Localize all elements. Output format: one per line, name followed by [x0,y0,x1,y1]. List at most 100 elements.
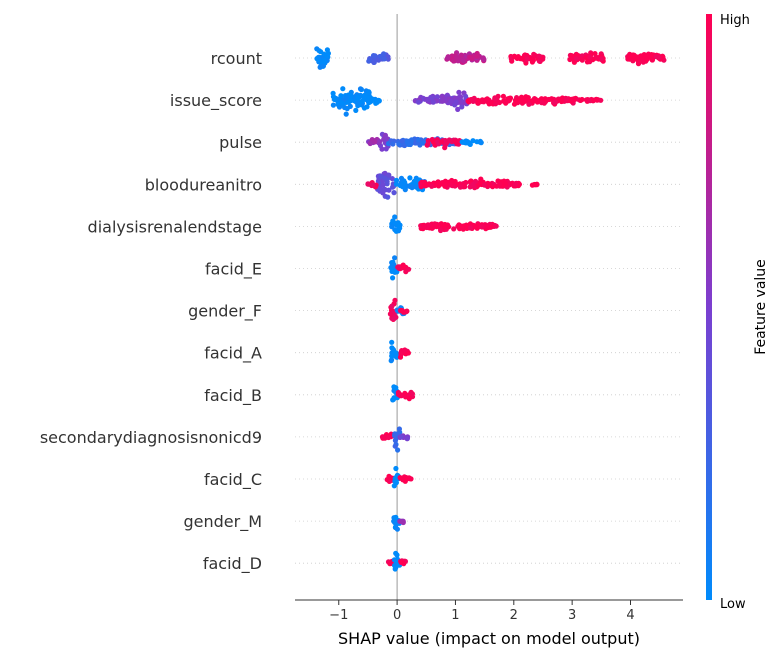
data-point [534,99,541,105]
data-point [339,100,345,106]
data-point [522,98,528,104]
data-point [391,315,397,322]
data-point [482,182,488,188]
data-point [457,94,464,100]
data-point [385,56,391,62]
data-point [568,56,575,62]
data-point [470,138,476,144]
data-point [524,56,530,62]
colorbar-low-label: Low [720,597,746,612]
data-point [459,223,465,229]
data-point [458,52,464,58]
data-point [523,94,529,100]
data-point [587,54,593,60]
data-point [563,96,570,102]
data-point [398,434,404,440]
data-point [390,396,397,402]
data-point [640,59,646,65]
feature-label: issue_score [170,91,262,111]
x-tick-label: 4 [626,608,634,623]
data-point [425,141,431,147]
data-point [432,221,438,227]
data-point [380,182,386,188]
data-point [393,228,399,234]
data-point [314,46,320,52]
data-point [456,89,462,95]
data-point [579,57,585,63]
data-point [331,96,337,102]
data-point [392,297,398,303]
data-point [364,104,370,110]
data-point [398,175,405,181]
data-point [479,224,485,230]
data-point [404,139,410,145]
data-point [315,54,322,61]
data-point [531,51,537,57]
data-point [475,97,481,103]
data-point [502,98,508,104]
feature-label: gender_M [183,512,262,532]
data-point [403,475,409,481]
data-point [506,97,512,103]
data-point [408,184,414,190]
data-point [325,50,331,57]
data-point [466,141,472,147]
x-tick-label: −1 [329,608,348,623]
data-point [369,96,375,102]
data-point [638,53,644,59]
x-ticks: −1 0 1 2 3 4 [329,600,635,623]
data-point [392,433,398,439]
data-point [385,434,392,441]
data-point [478,140,484,146]
data-point [488,224,494,230]
data-point [511,101,518,107]
data-point [519,55,525,62]
data-point [393,385,399,391]
data-point [395,391,402,397]
data-point [390,141,396,147]
x-tick-label: 2 [510,608,518,623]
data-point [330,90,336,96]
data-point [425,222,431,228]
data-point [460,139,466,145]
data-point [475,182,481,188]
data-point [529,182,536,188]
data-point [514,97,520,103]
data-point [496,99,503,106]
data-point [404,435,410,442]
data-point [443,222,449,228]
data-point [389,339,395,345]
data-point [392,214,398,220]
data-point [429,95,435,101]
data-point [429,225,436,231]
data-point [366,90,372,96]
data-point [396,426,402,432]
data-point [449,177,455,184]
data-point [371,59,377,65]
feature-label: pulse [219,133,262,152]
data-point [481,99,487,105]
data-point [397,518,403,524]
feature-points-gender_M [391,514,406,532]
row-guides [295,57,683,564]
data-point [451,58,457,64]
feature-label: facid_A [204,344,262,364]
data-point [393,177,400,183]
data-point [330,102,336,108]
data-point [367,140,373,147]
feature-label: dialysisrenalendstage [88,217,262,236]
data-point [354,100,361,106]
data-point [383,146,389,152]
data-point [407,175,413,181]
data-point [486,101,492,107]
feature-points-facid_C [384,465,414,489]
data-point [391,311,397,317]
data-point [406,266,412,272]
data-point [452,138,458,144]
data-point [385,194,391,200]
data-point [401,183,408,189]
data-point [558,98,565,105]
data-point [463,93,469,99]
data-point [552,99,559,105]
data-point [381,56,388,62]
